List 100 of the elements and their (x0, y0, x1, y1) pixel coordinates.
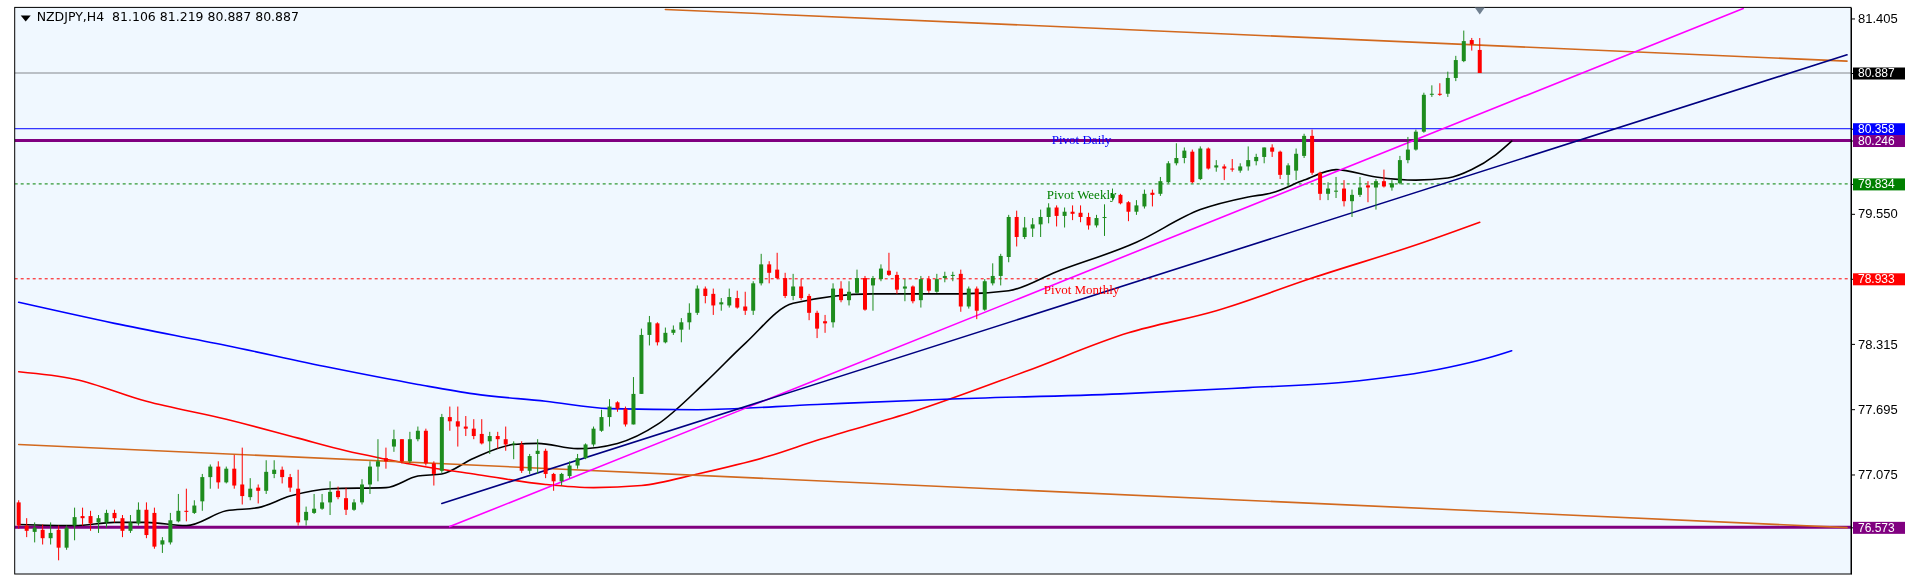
candlestick (1102, 203, 1107, 237)
y-tick-label: 79.550 (1858, 206, 1898, 222)
candlestick (1302, 133, 1307, 159)
candlestick (479, 418, 484, 445)
candlestick (679, 317, 684, 343)
candlestick (463, 415, 468, 437)
candlestick (727, 288, 732, 309)
candlestick (1022, 216, 1027, 240)
candlestick (48, 521, 53, 546)
candlestick (527, 453, 532, 475)
candlestick (759, 253, 764, 286)
y-tick-label: 81.405 (1858, 11, 1898, 27)
y-tick-label: 80.887 (1858, 66, 1896, 81)
candlestick (447, 406, 452, 432)
candlestick (1142, 189, 1147, 210)
candlestick (1230, 158, 1235, 173)
candlestick (655, 321, 660, 346)
candlestick (1357, 176, 1362, 198)
candlestick (1445, 71, 1450, 98)
candlestick (535, 438, 540, 475)
candlestick (599, 409, 604, 433)
candlestick (248, 477, 253, 501)
candlestick (232, 454, 237, 490)
y-tick-label: 77.695 (1858, 401, 1898, 417)
candlestick (1365, 180, 1370, 203)
candlestick (383, 447, 388, 470)
candlestick (902, 278, 907, 302)
candlestick (391, 429, 396, 453)
candlestick (399, 438, 404, 464)
candlestick (687, 302, 692, 331)
candlestick (966, 285, 971, 310)
candlestick (375, 438, 380, 482)
candlestick (743, 291, 748, 316)
candlestick (328, 480, 333, 516)
candlestick (360, 478, 364, 505)
candlestick (815, 310, 820, 339)
candlestick (184, 488, 189, 522)
candlestick (1318, 171, 1323, 201)
candlestick (1413, 129, 1418, 152)
candlestick (1326, 181, 1331, 201)
candlestick (1461, 30, 1466, 63)
candlestick (1405, 136, 1410, 164)
candlestick (1166, 160, 1171, 184)
ref-line-label: Pivot Monthly (1043, 281, 1120, 297)
candlestick (1373, 178, 1378, 211)
candlestick (455, 406, 460, 448)
candlestick (711, 288, 716, 316)
candlestick (1054, 204, 1059, 227)
candlestick (1014, 210, 1019, 247)
candlestick (367, 460, 372, 495)
candlestick (503, 426, 508, 452)
candlestick (16, 499, 21, 530)
candlestick (1158, 176, 1163, 197)
candlestick (120, 514, 125, 538)
candlestick (1038, 209, 1043, 238)
candlestick (24, 517, 29, 538)
candlestick (40, 524, 45, 546)
candlestick (320, 493, 325, 511)
candlestick (1350, 189, 1354, 218)
candlestick (88, 510, 93, 532)
candlestick (32, 521, 37, 543)
candlestick (407, 431, 412, 464)
candlestick (264, 459, 269, 495)
candlestick (1389, 179, 1394, 192)
candlestick (974, 285, 979, 320)
candlestick (176, 493, 181, 523)
candlestick (870, 275, 875, 312)
candlestick (1278, 150, 1283, 180)
candlestick (240, 447, 245, 505)
candlestick (304, 506, 309, 527)
candlestick (791, 273, 796, 301)
candlestick (136, 501, 141, 527)
candlestick (216, 460, 221, 490)
candlestick (56, 525, 61, 561)
candlestick (487, 431, 492, 455)
candlestick (1286, 162, 1291, 187)
candlestick (543, 448, 548, 479)
candlestick (591, 426, 596, 448)
candlestick (168, 512, 173, 546)
candlestick (855, 269, 859, 295)
candlestick (647, 315, 652, 346)
candlestick (839, 280, 844, 303)
candlestick (1397, 155, 1402, 185)
chart-title: NZDJPY,H4 81.106 81.219 80.887 80.887 (36, 9, 299, 25)
candlestick (1046, 202, 1051, 224)
y-tick-label: 77.075 (1858, 467, 1898, 483)
candlestick (256, 483, 261, 504)
candlestick (1174, 142, 1179, 166)
candlestick (1381, 169, 1386, 188)
candlestick (1342, 179, 1347, 207)
candlestick (511, 440, 516, 460)
candlestick (471, 418, 476, 440)
candlestick (344, 487, 349, 516)
candlestick (1062, 207, 1067, 229)
candlestick (336, 486, 341, 500)
candlestick (847, 280, 852, 306)
candlestick (1477, 37, 1482, 74)
candlestick (312, 493, 317, 515)
y-tick-label: 78.933 (1858, 272, 1896, 287)
candlestick (1453, 55, 1458, 82)
